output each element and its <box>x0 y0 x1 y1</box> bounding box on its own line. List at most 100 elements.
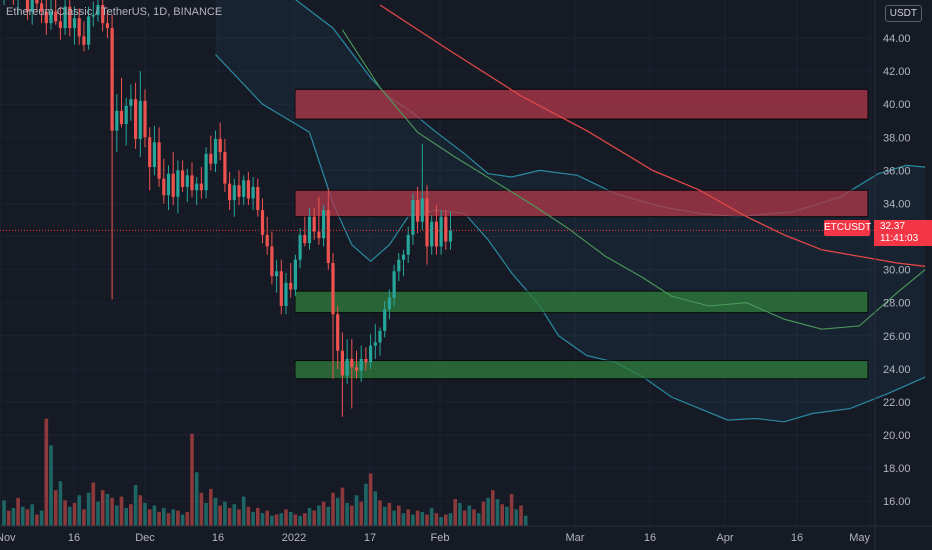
candle-body <box>176 170 180 197</box>
volume-bar <box>303 513 307 526</box>
volume-bar <box>453 499 457 526</box>
candle-body <box>87 16 91 45</box>
support-zone[interactable] <box>294 290 869 314</box>
candle-body <box>162 178 166 196</box>
volume-bar <box>284 509 288 526</box>
volume-bar <box>364 483 368 526</box>
volume-bar <box>143 502 147 526</box>
volume-bar <box>350 505 354 526</box>
volume-bar <box>359 501 363 526</box>
volume-bar <box>86 492 91 526</box>
time-tick-label: Feb <box>431 532 450 544</box>
volume-bar <box>378 500 382 526</box>
volume-bar <box>340 487 345 526</box>
volume-bar <box>312 510 316 526</box>
candle-body <box>322 210 326 239</box>
volume-bar <box>307 508 312 526</box>
candle-body <box>298 234 302 260</box>
candle-body <box>213 138 218 164</box>
volume-bar <box>326 506 331 526</box>
candle-body <box>44 11 48 24</box>
price-tick-label: 44.00 <box>883 33 911 45</box>
candle-body <box>204 153 208 191</box>
candle-body <box>373 342 377 346</box>
candle-body <box>289 282 293 290</box>
volume-bar <box>194 472 199 526</box>
last-price-value: 32.37 <box>880 221 906 232</box>
candle-body <box>124 105 128 125</box>
time-tick-label: Nov <box>0 532 16 544</box>
moving-average-green <box>341 29 926 330</box>
volume-bar <box>171 509 175 526</box>
volume-bar <box>162 508 166 526</box>
time-tick-label: 16 <box>68 532 80 544</box>
candle-body <box>30 0 34 12</box>
candle-body <box>265 234 269 247</box>
candle-body <box>171 173 175 197</box>
candle-body <box>223 152 227 184</box>
volume-bar <box>190 433 194 526</box>
candle-body <box>232 185 236 201</box>
candle-body <box>387 297 391 310</box>
volume-bar <box>49 445 53 526</box>
volume-bar <box>223 501 227 526</box>
volume-bar <box>368 473 373 526</box>
volume-bar <box>96 501 100 526</box>
price-tick-label: 20.00 <box>883 430 911 442</box>
candle-body <box>420 198 424 222</box>
candle-body <box>350 358 354 368</box>
candle-body <box>35 0 39 4</box>
volume-bar <box>397 505 401 526</box>
candle-body <box>246 180 250 199</box>
volume-bar <box>406 509 410 526</box>
currency-button[interactable]: USDT <box>884 5 922 22</box>
bar-countdown: 11:41:03 <box>880 233 919 244</box>
time-tick-label: Dec <box>135 532 155 544</box>
time-tick-label: 16 <box>791 532 803 544</box>
candle-body <box>218 138 222 153</box>
candle-body <box>181 170 185 187</box>
volume-bar <box>458 502 462 526</box>
volume-bars <box>2 418 528 526</box>
volume-bar <box>387 502 392 526</box>
candle-body <box>77 18 81 37</box>
volume-bar <box>439 517 443 526</box>
chart-title: Ethereum Classic / TetherUS, 1D, BINANCE <box>6 6 223 18</box>
time-axis[interactable]: Nov 16 Dec 16 2022 17 Feb Mar 16 Apr 16 May <box>0 525 932 544</box>
volume-bar <box>2 500 6 526</box>
candle-body <box>406 234 410 255</box>
candle-body <box>49 11 53 24</box>
candle-body <box>63 6 67 29</box>
time-tick-label: Apr <box>716 532 733 544</box>
volume-bar <box>199 492 204 526</box>
candle-body <box>303 234 307 244</box>
candle-body <box>293 259 297 290</box>
volume-bar <box>462 510 467 526</box>
candle-body <box>115 110 119 131</box>
volume-bar <box>72 502 77 526</box>
candle-body <box>364 358 368 363</box>
candle-body <box>411 200 415 235</box>
volume-bar <box>209 488 213 526</box>
price-tick-label: 36.00 <box>883 165 911 177</box>
support-zone[interactable] <box>294 360 869 380</box>
volume-bar <box>68 506 72 526</box>
price-zones[interactable] <box>294 88 869 380</box>
resistance-zone[interactable] <box>294 189 869 218</box>
time-tick-label: 16 <box>644 532 656 544</box>
candle-body <box>260 210 265 235</box>
symbol-price-label: ETCUSDT <box>824 220 871 236</box>
volume-bar <box>415 510 420 526</box>
resistance-zone[interactable] <box>294 88 869 120</box>
volume-bar <box>166 513 171 526</box>
price-tick-label: 16.00 <box>883 496 911 508</box>
candle-body <box>251 186 255 199</box>
bollinger-lower-line <box>215 54 926 423</box>
candle-body <box>190 175 194 191</box>
moving-average-red <box>379 4 926 267</box>
time-tick-label: 2022 <box>282 532 306 544</box>
price-tick-label: 22.00 <box>883 397 911 409</box>
volume-bar <box>21 506 25 526</box>
volume-bar <box>129 504 133 526</box>
